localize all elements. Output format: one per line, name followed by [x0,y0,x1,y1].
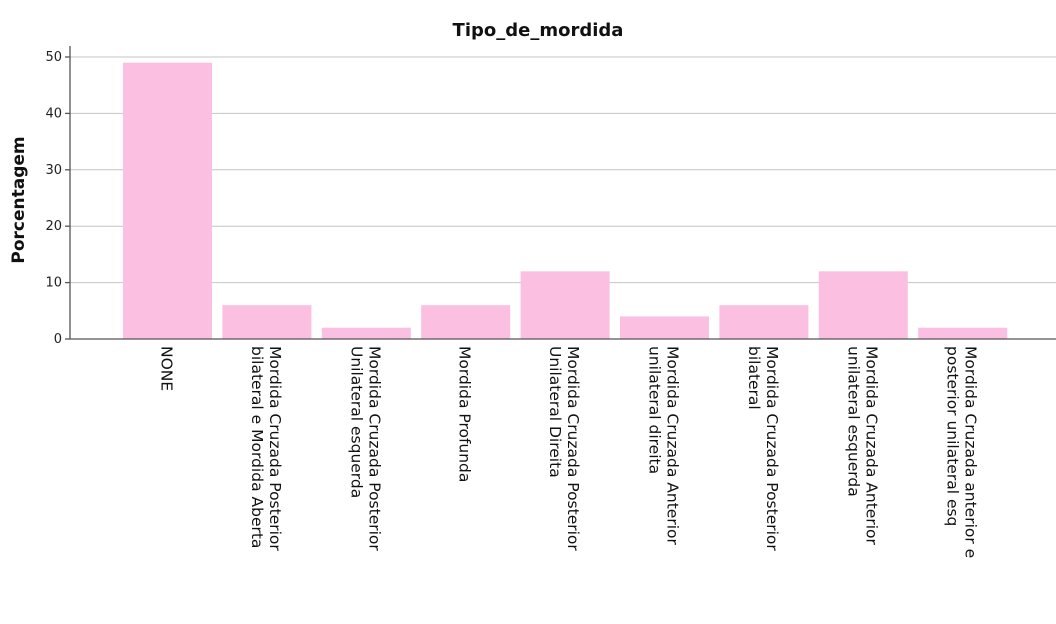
x-tick-label: Unilateral esquerda [347,346,365,498]
x-tick-label: unilateral esquerda [844,346,862,497]
x-tick-label: Mordida Profunda [456,346,474,482]
bar [123,62,212,339]
x-tick-label: Unilateral Direita [546,346,564,478]
x-tick-label: Mordida Cruzada Posterior [564,346,582,551]
bar [520,271,610,339]
gridlines [70,56,1056,284]
x-tick-label: bilateral e Mordida Aberta [248,346,266,548]
y-tick-label: 0 [54,332,62,347]
bar [222,305,312,339]
y-axis-label: Porcentagem [9,136,29,263]
axes [65,46,1056,340]
x-tick-label: Mordida Cruzada Anterior [862,346,880,545]
y-tick-label: 40 [45,106,62,121]
x-tick-label: Mordida Cruzada Anterior [664,346,682,545]
bar [620,316,709,339]
x-tick-label: NONE [158,346,176,391]
x-tick-label: posterior unilateral esq [944,346,962,526]
x-tick-label: Mordida Cruzada Posterior [763,346,781,551]
y-tick-labels: 0 10 20 30 40 50 [45,50,62,347]
bar [421,305,511,339]
x-tick-label: Mordida Cruzada Posterior [365,346,383,551]
y-tick-label: 50 [45,50,62,65]
bar [918,327,1008,339]
y-tick-label: 10 [45,276,62,291]
bar [321,327,411,339]
x-tick-label: unilateral direita [646,346,664,474]
bars [123,62,1008,339]
x-tick-label: Mordida Cruzada anterior e [962,346,980,558]
y-tick-label: 30 [45,163,62,178]
bar [818,271,908,339]
bar [719,305,809,339]
x-tick-label: bilateral [745,346,763,410]
x-tick-label: Mordida Cruzada Posterior [266,346,284,551]
chart-title: Tipo_de_mordida [453,20,624,41]
y-tick-label: 20 [45,219,62,234]
